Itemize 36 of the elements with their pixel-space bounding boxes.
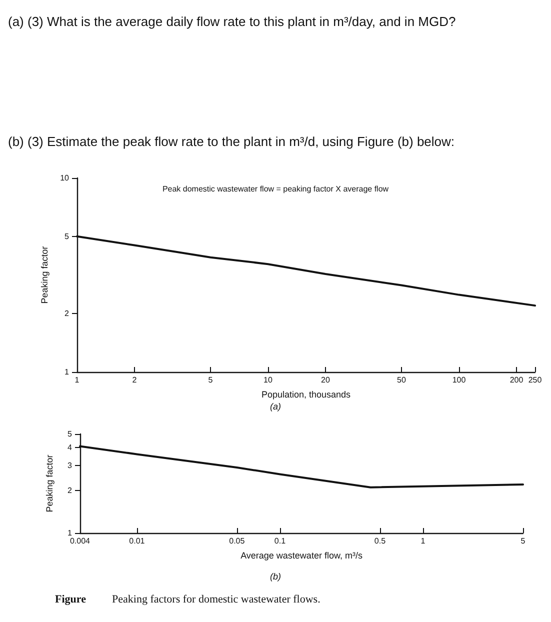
y-tick-label: 2 xyxy=(64,309,70,318)
y-tick-label: 3 xyxy=(68,460,73,470)
y-axis-title: Peaking factor xyxy=(44,454,54,512)
y-tick-label: 1 xyxy=(68,528,73,538)
x-tick-label: 1 xyxy=(420,536,426,546)
text: (a) (3) What is the average daily flow rate to this plant in m³/day, and in MGD? xyxy=(8,14,456,29)
y-tick-label: 4 xyxy=(68,443,73,452)
x-tick-label: 2 xyxy=(132,376,138,384)
x-tick-label: 10 xyxy=(264,376,273,384)
x-tick-label: 1 xyxy=(74,376,80,384)
x-tick-label: 250 xyxy=(528,376,542,384)
y-tick-label: 1 xyxy=(64,368,70,376)
x-tick-label: 20 xyxy=(321,376,330,384)
text: Peak domestic wastewater flow = peaking factor X average flow xyxy=(162,184,389,194)
y-tick-label: 5 xyxy=(68,430,73,438)
x-tick-label: 200 xyxy=(510,376,524,384)
x-tick-label: 100 xyxy=(452,376,466,384)
x-tick-label: 5 xyxy=(520,536,526,546)
y-tick-label: 5 xyxy=(64,232,70,241)
x-tick-label: 5 xyxy=(208,376,214,384)
x-tick-label: 0.01 xyxy=(129,536,146,546)
y-tick-label: 2 xyxy=(68,486,73,495)
text: (b) xyxy=(270,572,282,582)
x-axis-title: Population, thousands xyxy=(261,390,352,400)
x-tick-label: 0.004 xyxy=(70,536,91,546)
text: (a) xyxy=(270,402,282,412)
text: Figure xyxy=(55,594,86,606)
x-tick-label: 0.05 xyxy=(229,536,246,546)
text: (b) (3) Estimate the peak flow rate to the plant in m³/d, using Figure (b) below: xyxy=(8,134,455,149)
y-tick-label: 10 xyxy=(60,174,70,182)
x-tick-label: 0.5 xyxy=(374,536,386,546)
y-axis-title: Peaking factor xyxy=(40,246,50,304)
x-axis-title: Average wastewater flow, m³/s xyxy=(240,550,363,560)
text: Peaking factors for domestic wastewater flows. xyxy=(112,594,321,606)
x-tick-label: 50 xyxy=(397,376,406,384)
x-tick-label: 0.1 xyxy=(274,536,286,546)
